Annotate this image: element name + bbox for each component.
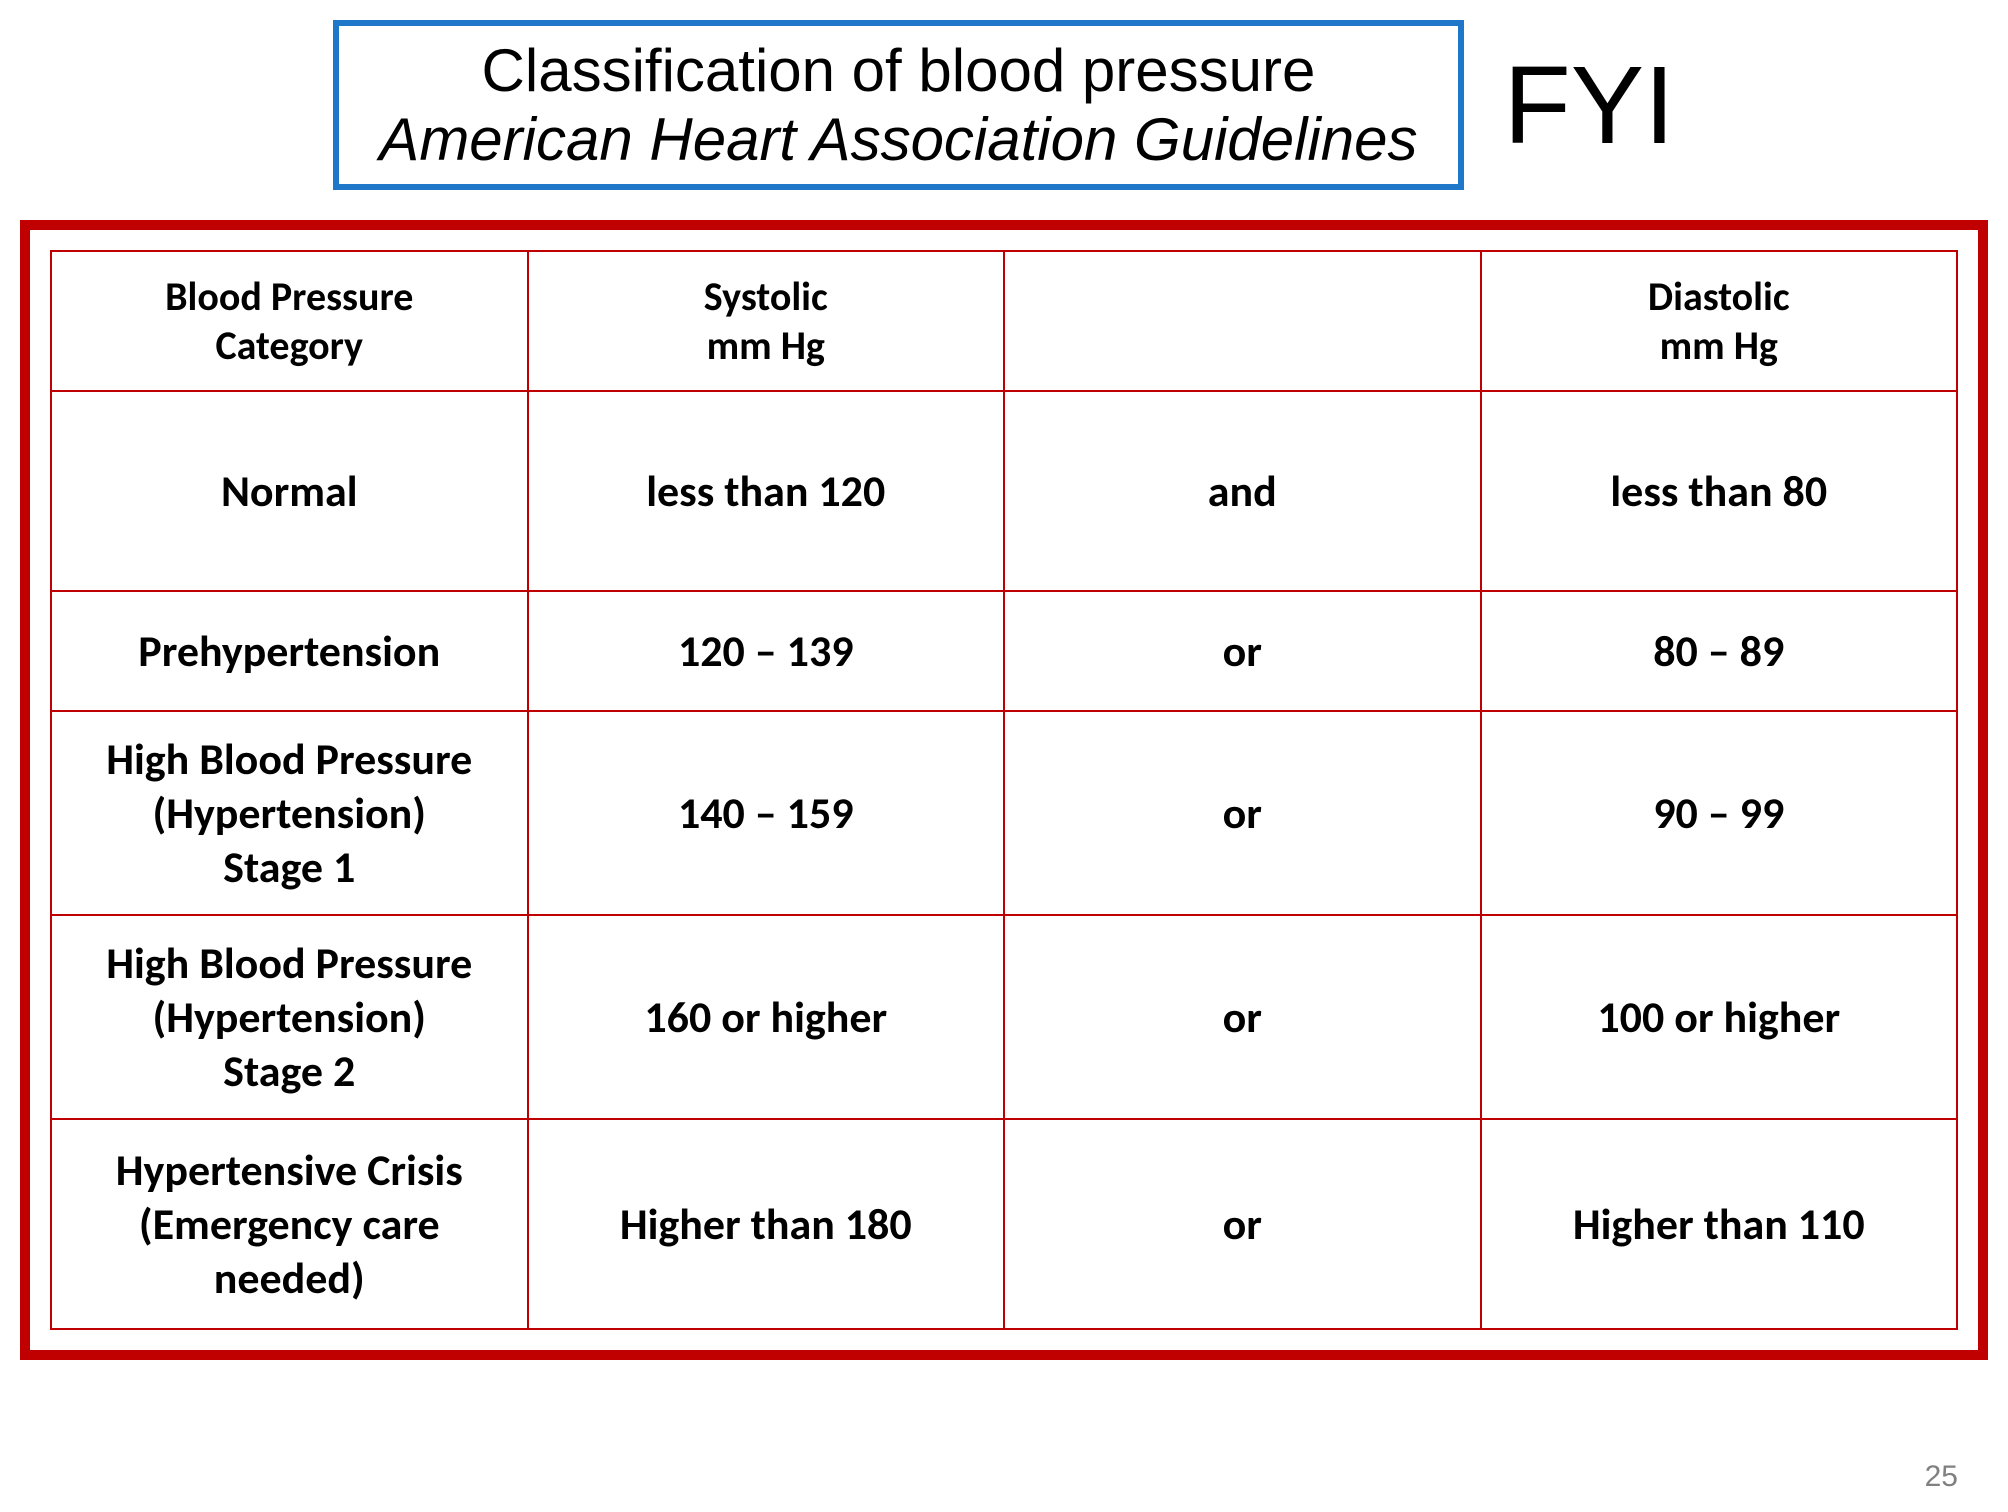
table-head: Blood PressureCategorySystolicmm Hg Diast…: [51, 251, 1957, 391]
col-header-2: [1004, 251, 1481, 391]
title-box: Classification of blood pressure America…: [333, 20, 1463, 190]
col-header-0: Blood PressureCategory: [51, 251, 528, 391]
table-row: Normalless than 120andless than 80: [51, 391, 1957, 591]
table-cell-r3-c3: 100 or higher: [1481, 915, 1958, 1119]
bp-classification-table: Blood PressureCategorySystolicmm Hg Diast…: [50, 250, 1958, 1330]
table-cell-r2-c3: 90 – 99: [1481, 711, 1958, 915]
col-header-3: Diastolicmm Hg: [1481, 251, 1958, 391]
table-cell-r0-c2: and: [1004, 391, 1481, 591]
table-cell-r0-c1: less than 120: [528, 391, 1005, 591]
table-row: High Blood Pressure(Hypertension)Stage 1…: [51, 711, 1957, 915]
table-cell-r4-c3: Higher than 110: [1481, 1119, 1958, 1329]
table-cell-r3-c1: 160 or higher: [528, 915, 1005, 1119]
table-row: High Blood Pressure(Hypertension)Stage 2…: [51, 915, 1957, 1119]
table-cell-r4-c0: Hypertensive Crisis(Emergency careneeded…: [51, 1119, 528, 1329]
table-cell-r4-c1: Higher than 180: [528, 1119, 1005, 1329]
table-cell-r2-c0: High Blood Pressure(Hypertension)Stage 1: [51, 711, 528, 915]
bp-table-wrapper: Blood PressureCategorySystolicmm Hg Diast…: [20, 220, 1988, 1360]
table-cell-r1-c3: 80 – 89: [1481, 591, 1958, 711]
table-cell-r1-c1: 120 – 139: [528, 591, 1005, 711]
table-cell-r3-c2: or: [1004, 915, 1481, 1119]
table-cell-r0-c0: Normal: [51, 391, 528, 591]
table-cell-r1-c0: Prehypertension: [51, 591, 528, 711]
fyi-label: FYI: [1504, 42, 1675, 169]
title-line-2: American Heart Association Guidelines: [379, 105, 1417, 174]
table-row: Hypertensive Crisis(Emergency careneeded…: [51, 1119, 1957, 1329]
title-line-1: Classification of blood pressure: [379, 36, 1417, 105]
table-header-row: Blood PressureCategorySystolicmm Hg Diast…: [51, 251, 1957, 391]
table-cell-r0-c3: less than 80: [1481, 391, 1958, 591]
table-cell-r2-c2: or: [1004, 711, 1481, 915]
page-number: 25: [1925, 1460, 1958, 1494]
table-cell-r4-c2: or: [1004, 1119, 1481, 1329]
table-body: Normalless than 120andless than 80Prehyp…: [51, 391, 1957, 1329]
slide-header: Classification of blood pressure America…: [0, 0, 2008, 210]
col-header-1: Systolicmm Hg: [528, 251, 1005, 391]
table-row: Prehypertension120 – 139or80 – 89: [51, 591, 1957, 711]
table-cell-r2-c1: 140 – 159: [528, 711, 1005, 915]
table-cell-r1-c2: or: [1004, 591, 1481, 711]
table-cell-r3-c0: High Blood Pressure(Hypertension)Stage 2: [51, 915, 528, 1119]
